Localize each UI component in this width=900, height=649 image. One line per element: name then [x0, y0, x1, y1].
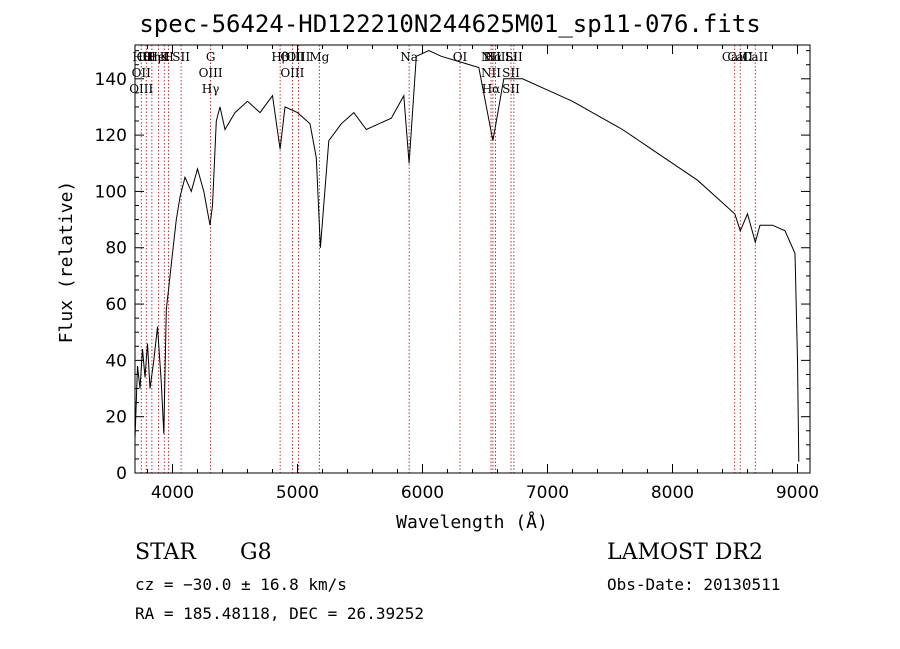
spectral-line-label: H	[163, 50, 173, 64]
x-tick-label: 8000	[651, 483, 694, 503]
spectral-line-label: Hα	[482, 82, 501, 96]
y-tick-label: 40	[105, 351, 127, 371]
survey-name: LAMOST DR2	[607, 540, 763, 565]
spectral-line-label: Hα	[484, 50, 503, 64]
y-tick-label: 120	[95, 126, 127, 146]
y-tick-label: 0	[116, 464, 127, 484]
object-class: STAR	[135, 540, 196, 565]
spectral-line-label: OIII	[286, 50, 310, 64]
spectral-line-label: SII	[505, 50, 523, 64]
spectral-line-label: CaII	[727, 50, 753, 64]
spectral-line-label: HeI	[147, 50, 170, 64]
coordinates-text: RA = 185.48118, DEC = 26.39252	[135, 604, 424, 623]
x-tick-label: 4000	[151, 483, 194, 503]
spectral-line-label: OIII	[129, 82, 153, 96]
spectral-line-label: NII	[481, 50, 501, 64]
spectral-line-label: OIII	[199, 66, 223, 80]
spectral-line-label: SII	[502, 66, 520, 80]
spectral-line-label: CaII	[722, 50, 748, 64]
x-axis-label: Wavelength (Å)	[396, 511, 548, 533]
spectral-line-markers	[140, 45, 756, 473]
axis-ticks: 4000 5000 6000 7000 8000 9000 0 20 40 60 80 100 120 1…	[95, 45, 819, 503]
y-tick-label: 140	[95, 70, 127, 90]
spectral-line-label: NII	[486, 50, 506, 64]
spectral-line-label: Hβ	[271, 50, 288, 64]
spectral-line-label: OII	[137, 50, 157, 64]
spectral-line-label: Hθ	[132, 50, 150, 64]
spectral-line-label: OIII	[280, 66, 304, 80]
spectral-line-label: Hγ	[202, 82, 220, 96]
observation-date: Obs-Date: 20130511	[607, 575, 781, 594]
spectral-line-label: OIII	[280, 50, 304, 64]
spectral-line-label: Hη	[143, 50, 161, 64]
x-tick-label: 5000	[276, 483, 319, 503]
spectral-subclass: G8	[240, 540, 272, 565]
spectral-line-label: K	[160, 50, 170, 64]
plot-frame	[134, 44, 811, 474]
spectral-line-label: OII	[132, 66, 152, 80]
spectral-line-label: SII	[502, 82, 520, 96]
spectral-line-label: G	[206, 50, 216, 64]
spectral-line-label: Li	[505, 50, 517, 64]
spectral-line-label: SII	[172, 50, 190, 64]
chart-title: spec-56424-HD122210N244625M01_sp11-076.f…	[139, 10, 761, 38]
y-tick-label: 60	[105, 295, 127, 315]
spectral-line-label: Na	[400, 50, 418, 64]
spectrum-series	[134, 50, 800, 462]
spectral-line-label: CaII	[742, 50, 768, 64]
y-axis-label: Flux (relative)	[56, 181, 77, 344]
x-tick-label: 6000	[401, 483, 444, 503]
x-tick-label: 9000	[776, 483, 819, 503]
spectral-line-label: Mg	[309, 50, 329, 64]
y-tick-label: 100	[95, 182, 127, 202]
y-tick-label: 80	[105, 239, 127, 259]
y-tick-label: 20	[105, 408, 127, 428]
spectrum-line	[134, 50, 800, 462]
redshift-text: cz = −30.0 ± 16.8 km/s	[135, 575, 347, 594]
spectral-line-label: NII	[481, 66, 501, 80]
x-tick-label: 7000	[526, 483, 569, 503]
